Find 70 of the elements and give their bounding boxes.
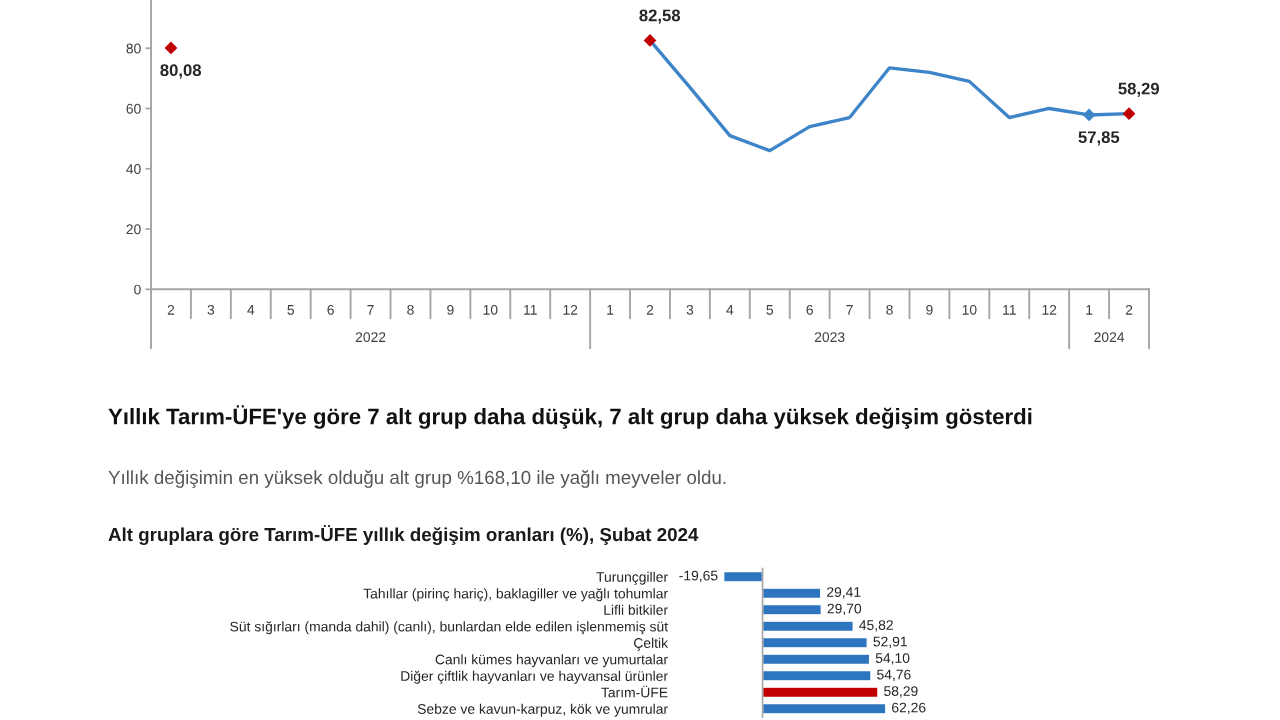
y-tick-label: 80 <box>126 43 141 54</box>
x-tick-label: 3 <box>207 304 215 315</box>
y-tick-label: 0 <box>134 284 141 295</box>
data-label: 29,70 <box>827 603 862 616</box>
x-tick-label: 10 <box>483 304 498 315</box>
x-tick-label: 2 <box>1125 304 1133 315</box>
bar <box>761 653 871 666</box>
bar <box>761 669 872 682</box>
bar <box>761 636 868 649</box>
y-tick-label: Çeltik <box>634 637 669 651</box>
data-label: 57,85 <box>1078 131 1120 146</box>
bar <box>761 702 887 715</box>
bar <box>761 603 823 616</box>
y-tick-label: Canlı kümes hayvanları ve yumurtalar <box>435 654 668 668</box>
x-tick-label: 8 <box>407 304 414 315</box>
data-label: 80,08 <box>160 64 202 79</box>
text: 2023 <box>814 332 845 343</box>
y-tick-label: Lifli bitkiler <box>604 604 668 615</box>
x-tick-label: 9 <box>447 304 454 315</box>
y-tick-label: 40 <box>126 164 141 174</box>
data-label: 45,82 <box>859 620 893 632</box>
bar <box>761 686 879 699</box>
data-label: 82,58 <box>639 9 681 24</box>
x-tick-label: 6 <box>806 304 813 315</box>
x-tick-label: 1 <box>1086 305 1093 315</box>
y-tick-label: Tarım-ÜFE <box>601 685 668 698</box>
text: Alt gruplara göre Tarım-ÜFE yıllık değişim oranları (%), Şubat 2024 <box>108 525 699 545</box>
x-tick-label: 10 <box>962 304 977 315</box>
data-label: 62,26 <box>892 702 926 715</box>
y-tick-label: 20 <box>126 224 141 235</box>
x-tick-label: 5 <box>766 305 774 315</box>
x-tick-label: 7 <box>846 305 853 315</box>
x-tick-label: 9 <box>926 304 933 315</box>
x-tick-label: 12 <box>1042 304 1057 315</box>
data-label: 52,91 <box>873 636 907 649</box>
text: Yıllık Tarım-ÜFE'ye göre 7 alt grup daha düşük, 7 alt grup daha yüksek değişim gösterdi <box>108 405 1032 429</box>
x-tick-label: 3 <box>686 304 694 315</box>
bar <box>722 570 764 583</box>
y-tick-label: Sebze ve kavun-karpuz, kök ve yumrular <box>417 703 668 717</box>
bar <box>761 620 854 633</box>
text: Yıllık değişimin en yüksek olduğu alt grup %168,10 ile yağlı meyveler oldu. <box>108 470 726 488</box>
y-tick-label: 60 <box>126 103 141 114</box>
data-label: 54,76 <box>877 669 911 682</box>
y-tick-label: Tahıllar (pirinç hariç), baklagiller ve yağlı tohumlar <box>363 588 668 602</box>
x-tick-label: 11 <box>524 305 537 315</box>
point <box>1082 108 1096 122</box>
x-tick-label: 4 <box>726 305 734 315</box>
data-label: 54,10 <box>875 653 910 665</box>
y-tick-label: Diğer çiftlik hayvanları ve hayvansal ürünler <box>401 670 668 684</box>
x-tick-label: 11 <box>1003 305 1016 315</box>
x-tick-label: 7 <box>367 305 374 315</box>
data-label: -19,65 <box>679 570 718 583</box>
point <box>1122 107 1136 121</box>
x-tick-label: 8 <box>886 304 893 315</box>
y-tick-label: Süt sığırları (manda dahil) (canlı), bunlardan elde edilen işlenmemiş süt <box>230 621 668 635</box>
point <box>164 41 178 55</box>
x-tick-label: 4 <box>247 305 255 315</box>
bar <box>761 587 822 600</box>
x-tick-label: 6 <box>327 304 334 315</box>
text: 2022 <box>355 332 386 343</box>
x-tick-label: 2 <box>646 304 654 315</box>
data-label: 58,29 <box>1118 82 1159 97</box>
x-tick-label: 2 <box>167 304 175 315</box>
text: 2024 <box>1094 332 1125 343</box>
data-label: 58,29 <box>884 686 918 698</box>
x-tick-label: 1 <box>607 305 614 315</box>
x-tick-label: 5 <box>287 305 294 315</box>
y-tick-label: Turunçgiller <box>596 571 668 585</box>
data-label: 29,41 <box>827 587 861 599</box>
x-tick-label: 12 <box>563 304 578 315</box>
